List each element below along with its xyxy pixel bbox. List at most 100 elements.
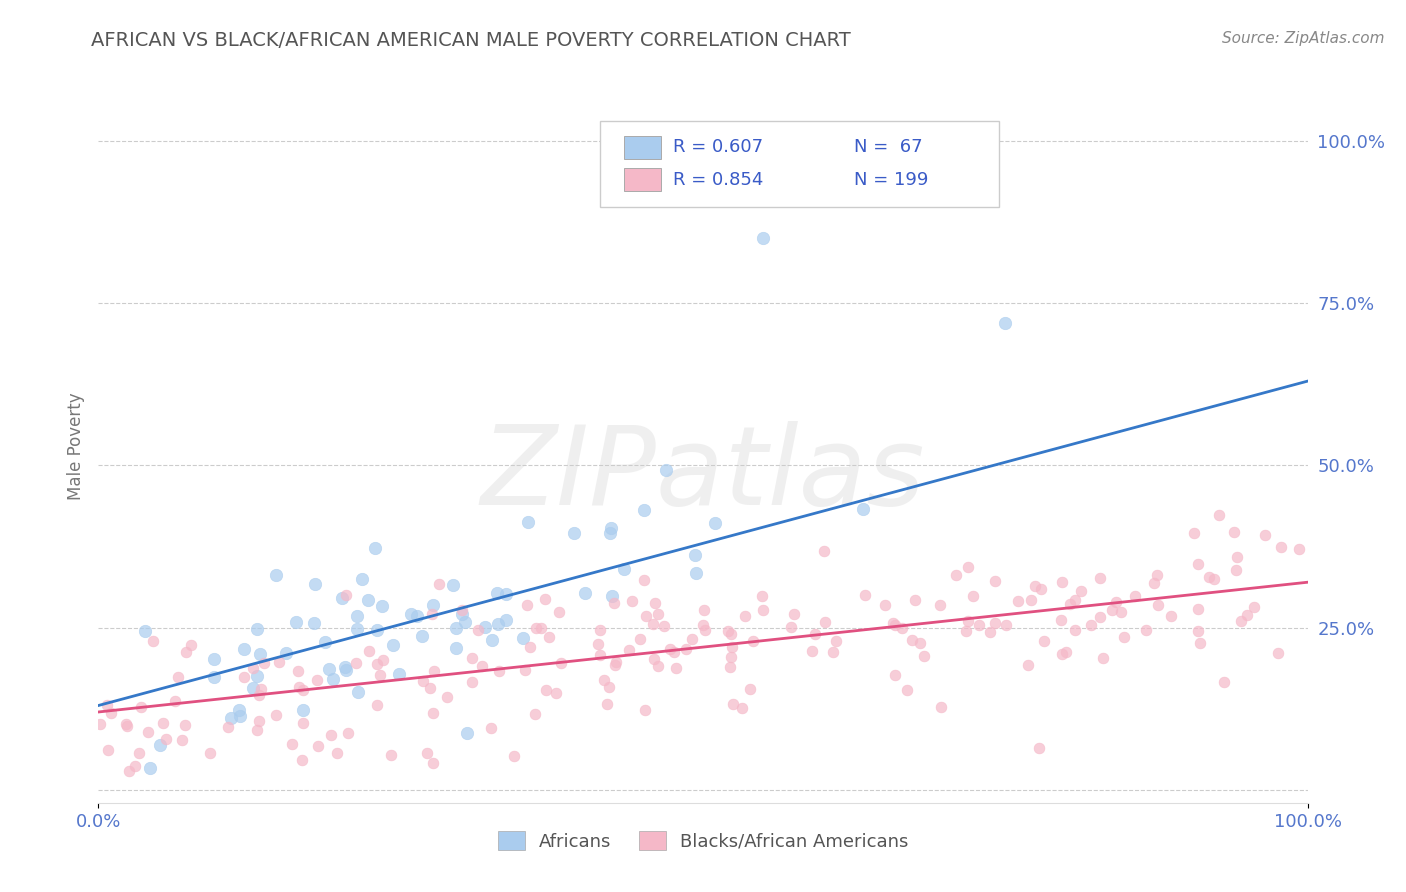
- Point: [357, 593, 380, 607]
- Point: [613, 562, 636, 576]
- Point: [202, 670, 225, 684]
- Point: [381, 638, 404, 652]
- Point: [589, 648, 612, 662]
- Point: [1188, 636, 1211, 650]
- Point: [427, 577, 450, 591]
- Point: [1198, 570, 1220, 584]
- Point: [115, 716, 138, 731]
- Y-axis label: Male Poverty: Male Poverty: [66, 392, 84, 500]
- Point: [628, 632, 651, 646]
- Point: [1226, 550, 1249, 565]
- Point: [617, 643, 640, 657]
- Point: [1105, 595, 1128, 609]
- Point: [165, 694, 187, 708]
- Point: [1017, 658, 1039, 673]
- Point: [488, 664, 510, 678]
- Point: [461, 675, 484, 690]
- Point: [291, 683, 314, 698]
- Point: [450, 603, 472, 617]
- Point: [139, 761, 162, 775]
- Point: [929, 599, 952, 613]
- Point: [117, 719, 139, 733]
- Point: [967, 617, 990, 632]
- Point: [380, 747, 402, 762]
- Point: [180, 638, 202, 652]
- Point: [422, 756, 444, 771]
- Point: [957, 560, 980, 574]
- Point: [420, 607, 443, 621]
- Point: [720, 649, 742, 664]
- Point: [633, 573, 655, 587]
- Point: [287, 680, 309, 694]
- Point: [436, 690, 458, 705]
- Point: [524, 621, 547, 635]
- Point: [692, 618, 714, 632]
- Point: [994, 618, 1017, 632]
- Point: [1123, 589, 1146, 603]
- Point: [89, 717, 111, 731]
- Point: [366, 698, 388, 713]
- Point: [742, 634, 765, 648]
- Point: [217, 720, 239, 734]
- Point: [823, 645, 845, 659]
- Point: [291, 753, 314, 767]
- Point: [399, 607, 422, 621]
- Bar: [624, 168, 661, 191]
- Point: [652, 619, 675, 633]
- Point: [359, 644, 381, 658]
- Point: [136, 725, 159, 739]
- Point: [364, 541, 387, 556]
- Point: [655, 463, 678, 477]
- Point: [1028, 741, 1050, 756]
- Point: [479, 721, 502, 735]
- Point: [242, 661, 264, 675]
- Point: [721, 697, 744, 711]
- Point: [523, 707, 546, 722]
- Legend: Africans, Blacks/African Americans: Africans, Blacks/African Americans: [491, 824, 915, 858]
- FancyBboxPatch shape: [600, 121, 1000, 207]
- Point: [1059, 597, 1081, 611]
- Point: [721, 640, 744, 655]
- Point: [335, 588, 357, 602]
- Point: [641, 617, 664, 632]
- Point: [371, 599, 394, 614]
- Point: [1064, 593, 1087, 607]
- Point: [603, 658, 626, 673]
- Point: [454, 615, 477, 630]
- Point: [1230, 614, 1253, 628]
- Point: [128, 746, 150, 760]
- Point: [600, 521, 623, 535]
- Point: [884, 618, 907, 632]
- Point: [388, 666, 411, 681]
- Point: [249, 647, 271, 661]
- Point: [882, 616, 904, 631]
- Point: [900, 633, 922, 648]
- Point: [516, 598, 538, 612]
- Point: [149, 738, 172, 752]
- Point: [292, 703, 315, 717]
- Point: [979, 624, 1001, 639]
- Point: [96, 698, 118, 712]
- Point: [422, 665, 444, 679]
- Point: [643, 652, 665, 666]
- Point: [751, 590, 773, 604]
- Point: [586, 636, 609, 650]
- Point: [634, 609, 657, 624]
- Point: [368, 667, 391, 681]
- Point: [720, 627, 742, 641]
- Point: [229, 709, 252, 723]
- Point: [519, 640, 541, 654]
- Point: [1208, 508, 1230, 523]
- Point: [467, 624, 489, 638]
- Text: ZIPatlas: ZIPatlas: [481, 421, 925, 528]
- Point: [495, 586, 517, 600]
- Point: [633, 503, 655, 517]
- Point: [548, 606, 571, 620]
- Point: [285, 615, 308, 630]
- Point: [502, 748, 524, 763]
- Point: [247, 688, 270, 702]
- Point: [304, 615, 326, 630]
- Point: [1213, 675, 1236, 690]
- Point: [658, 641, 681, 656]
- Point: [1019, 593, 1042, 607]
